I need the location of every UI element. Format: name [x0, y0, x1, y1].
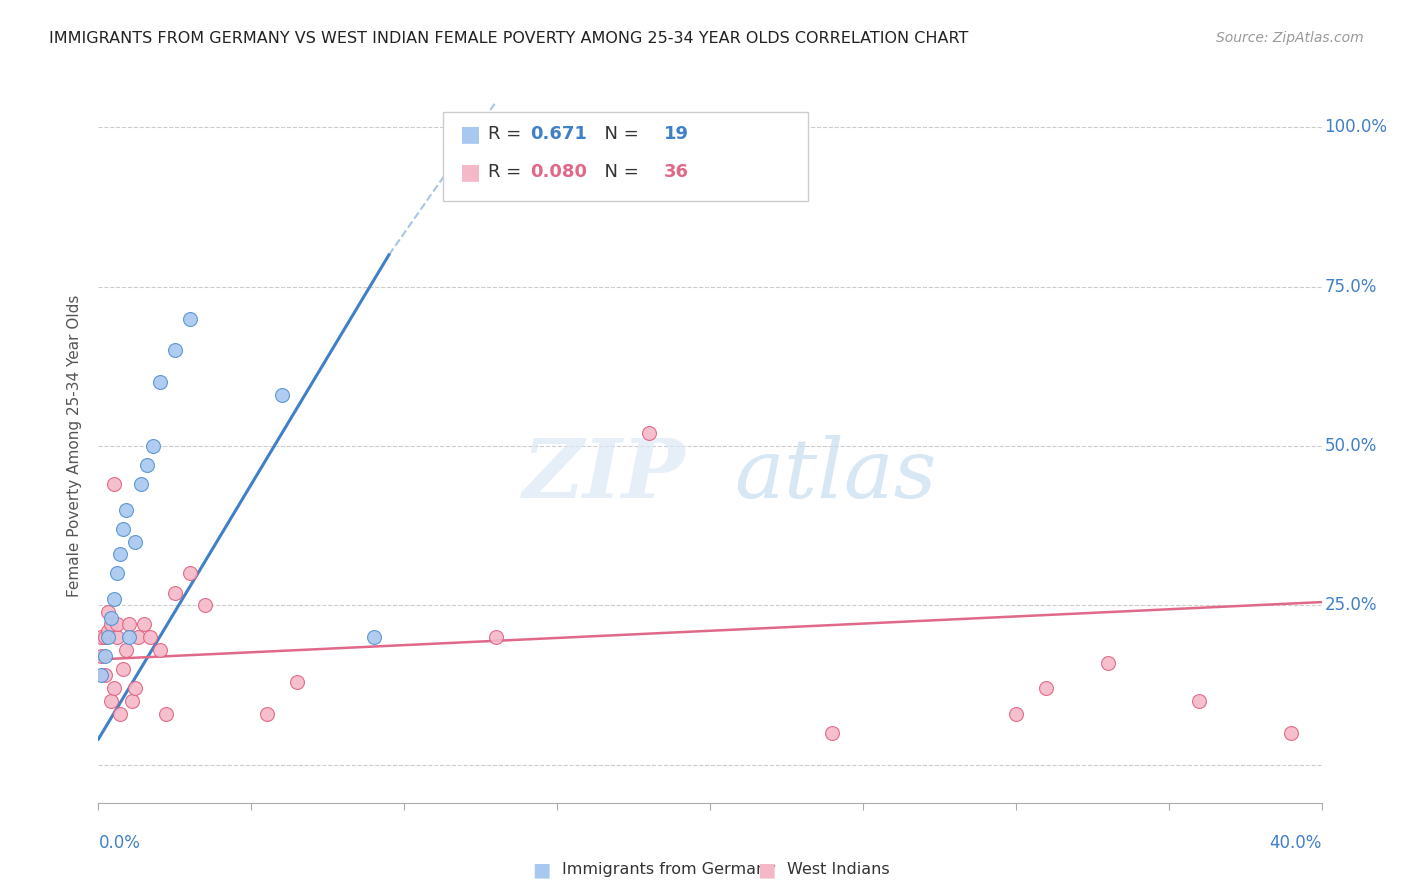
Point: [155, 706, 177, 721]
Text: 50.0%: 50.0%: [1324, 437, 1376, 455]
Point: [97, 630, 120, 644]
Point: [134, 617, 156, 632]
Point: [118, 630, 141, 644]
Point: [100, 617, 122, 632]
Text: ■: ■: [460, 124, 481, 144]
Point: [105, 617, 128, 632]
Point: [139, 630, 162, 644]
Point: [103, 681, 125, 695]
Point: [100, 694, 122, 708]
Text: 0.671: 0.671: [530, 125, 586, 143]
Point: [121, 694, 143, 708]
Text: R =: R =: [488, 125, 527, 143]
Point: [163, 585, 186, 599]
Point: [118, 617, 141, 632]
Point: [115, 643, 138, 657]
Point: [637, 426, 661, 441]
Point: [163, 343, 186, 358]
Text: ZIP: ZIP: [523, 434, 686, 515]
Point: [108, 706, 131, 721]
Point: [363, 630, 385, 644]
Point: [111, 522, 134, 536]
Text: 0.080: 0.080: [530, 163, 588, 181]
Point: [124, 681, 146, 695]
Point: [115, 502, 138, 516]
Text: 100.0%: 100.0%: [1324, 119, 1388, 136]
Point: [90, 649, 112, 664]
Text: ■: ■: [531, 860, 551, 880]
Text: 36: 36: [664, 163, 689, 181]
Point: [129, 477, 152, 491]
Text: 19: 19: [664, 125, 689, 143]
Text: 40.0%: 40.0%: [1270, 834, 1322, 852]
Point: [105, 630, 128, 644]
Text: R =: R =: [488, 163, 527, 181]
Point: [103, 477, 125, 491]
Text: Immigrants from Germany: Immigrants from Germany: [562, 863, 776, 877]
Point: [93, 668, 115, 682]
Text: 75.0%: 75.0%: [1324, 277, 1376, 296]
Point: [90, 668, 112, 682]
Point: [136, 458, 159, 472]
Text: N =: N =: [593, 163, 645, 181]
Point: [149, 643, 172, 657]
Text: Source: ZipAtlas.com: Source: ZipAtlas.com: [1216, 31, 1364, 45]
Point: [194, 599, 217, 613]
Point: [1035, 681, 1057, 695]
Text: 0.0%: 0.0%: [98, 834, 141, 852]
Point: [821, 725, 844, 739]
Point: [93, 630, 115, 644]
Text: West Indians: West Indians: [787, 863, 890, 877]
Point: [93, 649, 115, 664]
Point: [485, 630, 508, 644]
Point: [149, 376, 172, 390]
Point: [97, 605, 120, 619]
Point: [108, 547, 131, 561]
Point: [285, 674, 308, 689]
Point: [105, 566, 128, 581]
Point: [111, 662, 134, 676]
Point: [1004, 706, 1026, 721]
Point: [127, 630, 149, 644]
Text: ■: ■: [460, 162, 481, 182]
Point: [103, 591, 125, 606]
Text: atlas: atlas: [734, 434, 936, 515]
Point: [97, 624, 120, 638]
Point: [124, 534, 146, 549]
Point: [256, 706, 278, 721]
Text: IMMIGRANTS FROM GERMANY VS WEST INDIAN FEMALE POVERTY AMONG 25-34 YEAR OLDS CORR: IMMIGRANTS FROM GERMANY VS WEST INDIAN F…: [49, 31, 969, 46]
Text: N =: N =: [593, 125, 645, 143]
Text: ■: ■: [756, 860, 776, 880]
Point: [179, 311, 201, 326]
Point: [270, 388, 292, 402]
Point: [100, 611, 122, 625]
Point: [142, 439, 165, 453]
Y-axis label: Female Poverty Among 25-34 Year Olds: Female Poverty Among 25-34 Year Olds: [67, 295, 83, 597]
Point: [1097, 656, 1119, 670]
Text: 25.0%: 25.0%: [1324, 596, 1376, 615]
Point: [179, 566, 201, 581]
Point: [90, 630, 112, 644]
Point: [1279, 725, 1302, 739]
Point: [1188, 694, 1211, 708]
